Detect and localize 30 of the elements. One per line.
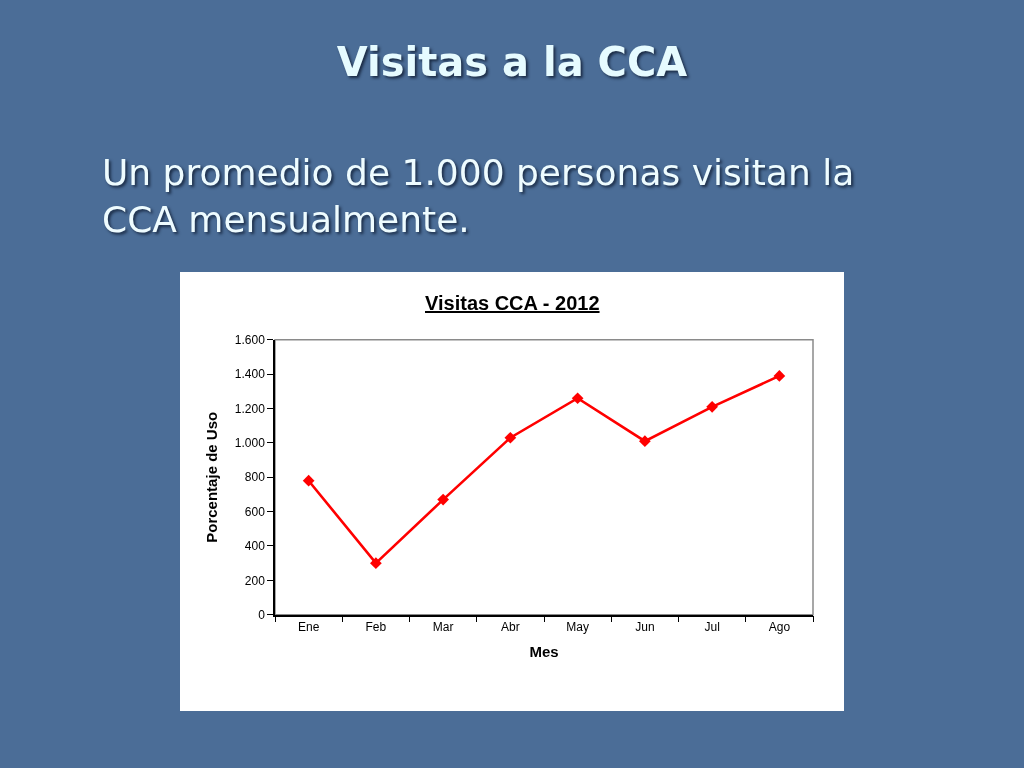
y-tick-label: 600 xyxy=(244,504,266,519)
x-tick-label: Jun xyxy=(635,619,655,634)
point xyxy=(370,557,382,570)
chart-subtitle: Un promedio de 1.000 personas visitan la CCA mensualmente. xyxy=(102,152,855,240)
point xyxy=(571,392,584,405)
y-tick-label: 800 xyxy=(244,470,266,485)
x-tick-label: Ene xyxy=(297,619,320,634)
x-tick-label: Mar xyxy=(432,619,454,634)
text: Visitas CCA - 2012 xyxy=(425,292,600,314)
x-tick-label: Ago xyxy=(768,619,791,634)
x-tick-label: Feb xyxy=(365,619,387,634)
point xyxy=(302,474,315,487)
chart-title: Visitas a la CCA xyxy=(336,39,688,85)
point xyxy=(504,431,517,444)
x-tick-label: Abr xyxy=(501,619,520,634)
x-tick-label: Jul xyxy=(704,619,720,634)
y-axis-title: Porcentaje de Uso xyxy=(202,411,220,543)
x-tick-label: May xyxy=(566,619,589,634)
point xyxy=(437,493,449,506)
y-tick-label: 1.200 xyxy=(234,401,266,416)
y-tick-label: 1.600 xyxy=(234,333,266,348)
point xyxy=(639,435,651,448)
y-tick-label: 1.400 xyxy=(234,367,266,382)
point xyxy=(773,370,786,382)
x-axis-title: Mes xyxy=(529,643,559,661)
y-tick-label: 1.000 xyxy=(234,436,266,451)
y-tick-label: 0 xyxy=(258,607,266,622)
y-tick-label: 200 xyxy=(244,573,266,588)
y-tick-label: 400 xyxy=(244,539,266,554)
point xyxy=(706,400,718,413)
